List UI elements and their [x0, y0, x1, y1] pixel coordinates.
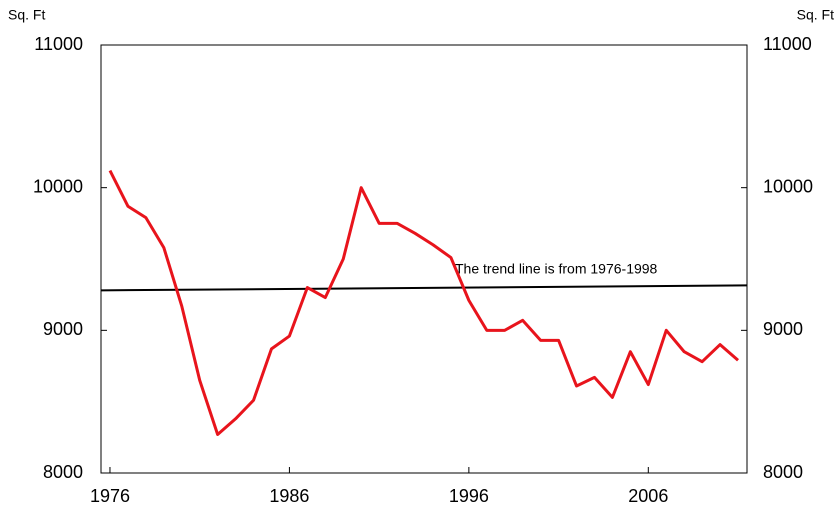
y-axis-label: Sq. Ft	[8, 7, 45, 23]
y-tick-label: 11000	[34, 34, 83, 54]
x-tick-label: 1976	[90, 486, 130, 506]
y-tick-label: 9000	[43, 319, 83, 339]
y2-tick-label: 8000	[763, 462, 803, 482]
y2-tick-label: 9000	[763, 319, 803, 339]
x-tick-label: 1986	[269, 486, 309, 506]
x-tick-label: 2006	[628, 486, 668, 506]
y-tick-label: 10000	[33, 176, 83, 196]
y-tick-label: 8000	[43, 462, 83, 482]
y2-tick-label: 11000	[763, 34, 812, 54]
x-tick-label: 1996	[449, 486, 489, 506]
plot-frame	[100, 44, 748, 474]
y2-axis-label: Sq. Ft	[797, 7, 834, 23]
annotation: The trend line is from 1976-1998	[455, 261, 658, 277]
data-line	[108, 169, 740, 436]
trend-line	[100, 284, 748, 292]
y2-tick-label: 10000	[763, 176, 813, 196]
